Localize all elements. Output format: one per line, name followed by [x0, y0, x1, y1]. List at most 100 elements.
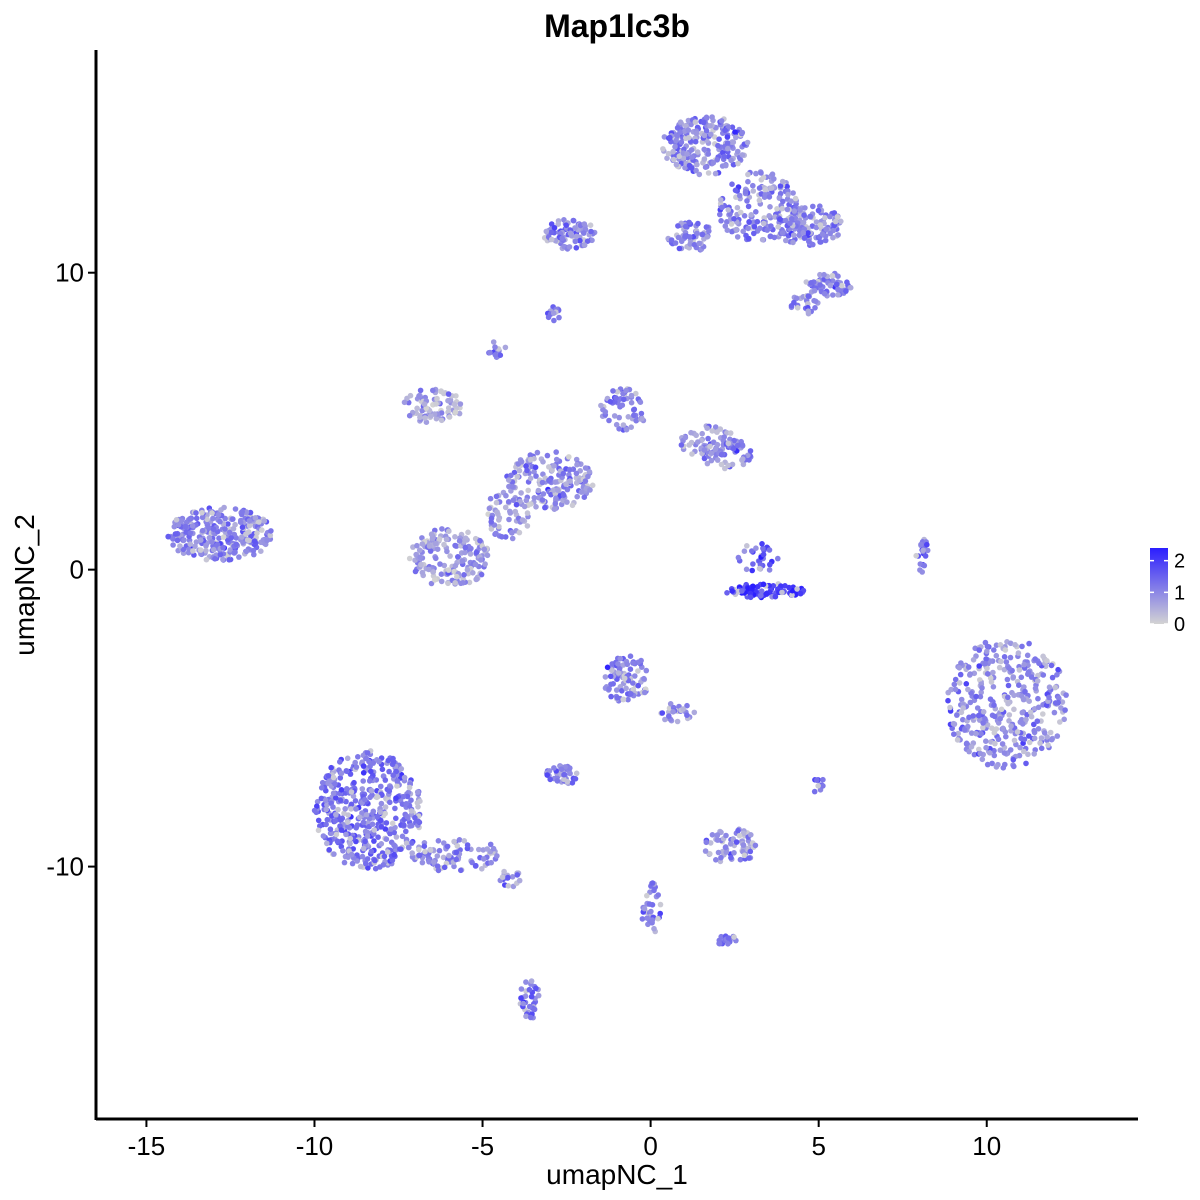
data-point [619, 688, 625, 694]
data-point [1003, 659, 1010, 665]
data-point [400, 793, 407, 800]
data-point [406, 844, 412, 851]
data-point [643, 667, 650, 674]
data-point [646, 901, 653, 907]
data-point [740, 842, 747, 848]
data-point [696, 171, 703, 178]
data-point [1046, 684, 1053, 690]
data-point [602, 409, 609, 415]
data-point [351, 779, 357, 786]
data-point [686, 219, 692, 226]
data-point [718, 218, 724, 224]
data-point [604, 664, 611, 671]
data-point [488, 526, 495, 532]
data-point [725, 440, 732, 447]
data-point [668, 237, 675, 243]
data-point [1002, 647, 1009, 653]
data-point [574, 461, 580, 468]
data-point [632, 673, 638, 679]
data-point [1021, 736, 1028, 743]
data-point [694, 161, 700, 168]
data-point [1048, 662, 1055, 669]
data-point [820, 783, 826, 789]
data-point [472, 535, 479, 542]
data-point [314, 803, 320, 809]
data-point [1016, 667, 1023, 673]
data-point [461, 538, 467, 544]
data-point [616, 426, 622, 432]
data-point [502, 504, 509, 511]
data-point [802, 205, 808, 211]
data-point [470, 570, 476, 576]
data-point [748, 212, 754, 218]
data-point [412, 815, 418, 821]
data-point [701, 132, 708, 139]
data-point [688, 147, 695, 153]
data-point [958, 709, 965, 716]
data-point [423, 419, 430, 426]
data-point [320, 833, 327, 839]
data-point [456, 538, 463, 544]
data-point [232, 549, 238, 555]
data-point [422, 415, 428, 421]
data-point [712, 424, 719, 430]
data-point [401, 399, 408, 406]
data-point [548, 229, 555, 236]
data-point [330, 804, 336, 810]
data-point [750, 182, 756, 189]
data-point [569, 502, 576, 509]
data-point [464, 567, 471, 573]
data-point [251, 538, 258, 544]
data-point [624, 661, 631, 668]
data-point [1048, 736, 1055, 743]
data-point [525, 487, 531, 494]
data-point [555, 221, 561, 227]
data-point [494, 853, 500, 859]
data-point [414, 789, 421, 795]
data-point [712, 446, 719, 453]
data-point [432, 540, 439, 547]
data-point [246, 537, 252, 544]
data-point [228, 535, 234, 541]
data-point [724, 219, 730, 225]
data-point [947, 704, 953, 711]
data-point [347, 771, 354, 777]
data-point [1056, 695, 1062, 701]
data-point [978, 689, 984, 696]
data-point [243, 531, 249, 537]
data-point [978, 730, 984, 737]
data-point [343, 768, 350, 774]
data-point [614, 695, 621, 701]
data-point [979, 685, 985, 691]
data-point [493, 493, 500, 500]
data-point [649, 917, 656, 923]
data-point [533, 473, 539, 479]
data-point [1054, 672, 1060, 678]
data-point [968, 744, 975, 750]
data-point [352, 798, 359, 804]
data-point [670, 156, 677, 163]
data-point [535, 487, 542, 494]
data-point [1027, 709, 1034, 715]
data-point [1058, 705, 1064, 711]
data-point [831, 210, 838, 216]
data-point [1046, 694, 1052, 701]
data-point [834, 281, 840, 288]
data-points [165, 114, 1069, 1021]
data-point [801, 212, 807, 218]
data-point [416, 852, 423, 859]
data-point [664, 155, 670, 161]
data-point [318, 785, 325, 791]
data-point [1023, 760, 1029, 767]
data-point [1051, 709, 1058, 716]
data-point [177, 543, 183, 549]
data-point [581, 242, 588, 248]
data-point [817, 271, 823, 278]
data-point [956, 680, 963, 686]
data-point [446, 852, 452, 859]
data-point [630, 680, 636, 686]
data-point [674, 133, 681, 139]
data-point [459, 558, 466, 564]
data-point [762, 187, 769, 193]
data-point [689, 154, 695, 160]
